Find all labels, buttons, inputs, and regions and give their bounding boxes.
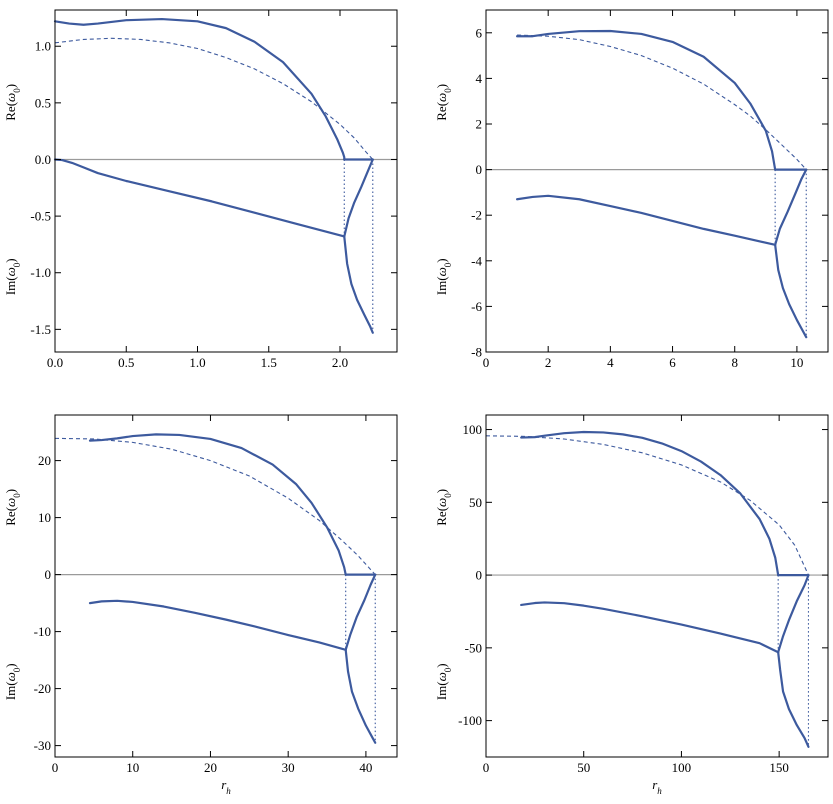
y-tick-label: 100 — [463, 422, 483, 437]
plot-frame — [485, 414, 829, 758]
y-tick-label: 0 — [45, 567, 52, 582]
y-tick-label: 0.0 — [35, 152, 51, 167]
series-solid-curve-4 — [343, 235, 374, 334]
x-tick-label: 50 — [577, 760, 590, 775]
x-tick-label: 10 — [126, 760, 139, 775]
series-solid-curve-3 — [515, 194, 777, 246]
series-solid-curve-3 — [53, 158, 346, 238]
y-axis-label-im: Im(ω0) — [3, 258, 22, 295]
x-tick-label: 40 — [359, 760, 372, 775]
series-solid-curve-4 — [774, 243, 808, 339]
y-tick-label: 0.5 — [35, 95, 51, 110]
y-tick-label: -10 — [34, 624, 51, 639]
y-tick-label: 0 — [476, 568, 483, 583]
y-tick-label: -2 — [471, 208, 482, 223]
x-tick-label: 10 — [790, 355, 803, 370]
x-tick-label: 0 — [52, 760, 59, 775]
y-tick-label: -50 — [465, 640, 482, 655]
y-tick-label: -20 — [34, 681, 51, 696]
plot-frame — [54, 414, 398, 758]
plot-frame — [54, 9, 398, 353]
x-tick-label: 30 — [282, 760, 295, 775]
series-solid-curve-1 — [515, 29, 777, 171]
series-solid-curve-1 — [53, 17, 346, 161]
x-tick-label: 0 — [483, 760, 490, 775]
y-tick-label: 0 — [476, 162, 483, 177]
chart-panel-3: 0 10 20 30 40 20 10 0 -10 -20 -30 Re(ω0) Im(ω0) rh — [3, 414, 398, 796]
y-tick-label: -30 — [34, 738, 51, 753]
y-axis-label-im: Im(ω0) — [3, 663, 22, 700]
series-solid-curve-4 — [344, 648, 377, 744]
series-dashed-curve-6 — [54, 437, 376, 575]
y-tick-label: 50 — [469, 495, 482, 510]
x-tick-label: 150 — [769, 760, 789, 775]
y-tick-label: 20 — [38, 453, 51, 468]
y-tick-label: -4 — [471, 253, 482, 268]
x-tick-label: 8 — [731, 355, 738, 370]
series-solid-curve-3 — [88, 599, 347, 651]
x-tick-label: 1.5 — [261, 355, 277, 370]
series-solid-curve-5 — [343, 158, 374, 238]
y-tick-label: -8 — [471, 345, 482, 360]
y-tick-label: 2 — [476, 117, 483, 132]
x-tick-label: 1.0 — [189, 355, 205, 370]
y-axis-label-re: Re(ω0) — [434, 84, 453, 121]
x-tick-label: 0 — [483, 355, 490, 370]
plot-frame — [485, 9, 829, 353]
chart-panel-1: 0.0 0.5 1.0 1.5 2.0 1.0 0.5 0.0 -0.5 -1.0 -1.5 Re(ω… — [3, 9, 398, 370]
y-tick-label: -6 — [471, 299, 482, 314]
y-tick-label: 6 — [476, 25, 483, 40]
x-tick-label: 2 — [545, 355, 552, 370]
x-axis-label: rh — [221, 777, 231, 796]
x-tick-label: 100 — [672, 760, 692, 775]
chart-panel-4: 0 50 100 150 100 50 0 -50 -100 Re(ω0) Im(ω0) rh — [434, 414, 829, 796]
y-tick-label: -1.5 — [30, 322, 51, 337]
series-solid-curve-5 — [774, 168, 808, 246]
series-dashed-curve-6 — [517, 34, 807, 170]
x-tick-label: 20 — [204, 760, 217, 775]
y-axis-label-re: Re(ω0) — [3, 84, 22, 121]
x-axis-label: rh — [652, 777, 662, 796]
x-tick-label: 0.5 — [118, 355, 134, 370]
series-solid-curve-4 — [777, 651, 810, 748]
y-axis-label-re: Re(ω0) — [3, 489, 22, 526]
chart-panel-2: 0 2 4 6 8 10 6 4 2 0 -2 -4 -6 -8 Re(ω0) Im(ω0) — [434, 9, 829, 370]
series-dashed-curve-6 — [485, 435, 809, 576]
y-tick-label: 1.0 — [35, 39, 51, 54]
y-tick-label: 10 — [38, 510, 51, 525]
series-solid-curve-1 — [520, 430, 780, 577]
series-solid-curve-5 — [344, 573, 377, 651]
y-tick-label: -1.0 — [30, 265, 51, 280]
y-tick-label: 4 — [476, 71, 483, 86]
series-solid-curve-1 — [88, 433, 347, 576]
y-tick-label: -0.5 — [30, 209, 51, 224]
series-solid-curve-3 — [520, 601, 780, 654]
series-solid-curve-5 — [777, 573, 810, 654]
y-tick-label: -100 — [458, 713, 482, 728]
x-tick-label: 2.0 — [332, 355, 348, 370]
y-axis-label-re: Re(ω0) — [434, 489, 453, 526]
y-axis-label-im: Im(ω0) — [434, 258, 453, 295]
y-axis-label-im: Im(ω0) — [434, 663, 453, 700]
x-tick-label: 6 — [669, 355, 676, 370]
series-dashed-curve-6 — [54, 37, 374, 160]
x-tick-label: 0.0 — [47, 355, 63, 370]
x-tick-label: 4 — [607, 355, 614, 370]
